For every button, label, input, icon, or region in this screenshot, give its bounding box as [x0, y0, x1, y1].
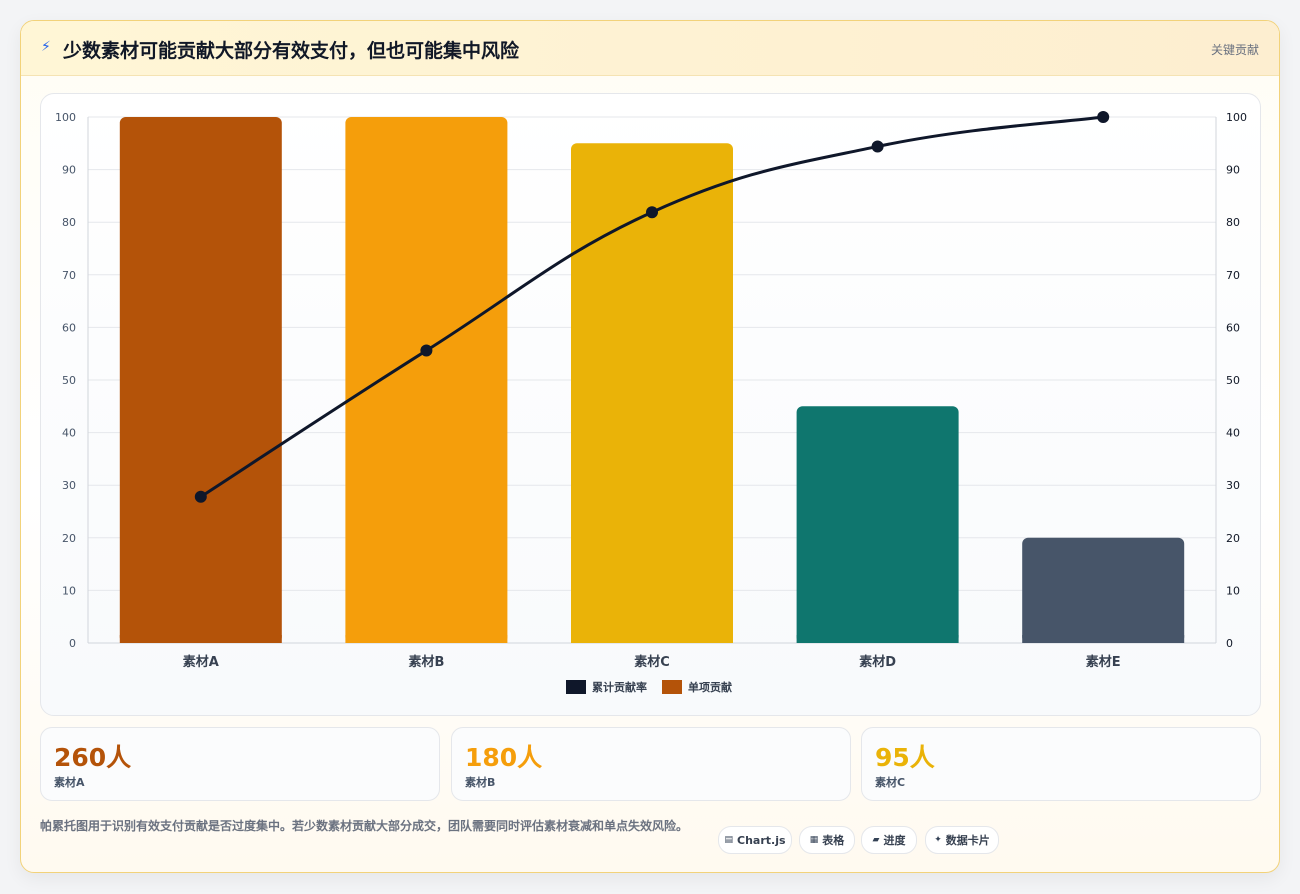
pill-label: 数据卡片	[945, 834, 990, 847]
y-tick-label: 100	[55, 111, 76, 124]
y2-tick-label: 0	[1226, 637, 1233, 650]
y-tick-label: 20	[62, 532, 76, 545]
y2-tick-label: 90	[1226, 164, 1240, 177]
lightning-icon: ⚡	[41, 39, 51, 55]
y-tick-label: 40	[62, 427, 76, 440]
bar	[119, 117, 282, 643]
cumulative-point	[194, 490, 207, 503]
bar-base	[345, 635, 508, 643]
cumulative-point	[1097, 111, 1110, 123]
kpi-value: 260人	[54, 743, 132, 772]
bar	[1022, 537, 1185, 643]
pill-progress[interactable]: ▰ 进度	[861, 826, 917, 854]
y2-tick-label: 60	[1226, 321, 1240, 334]
cumulative-point	[646, 206, 658, 219]
pill-table[interactable]: ▦ 表格	[799, 826, 855, 854]
pill-label: Chart.js	[737, 833, 786, 847]
x-tick-label: 素材B	[408, 654, 444, 670]
card-header: ⚡ 少数素材可能贡献大部分有效支付，但也可能集中风险 关键贡献	[21, 21, 1279, 76]
pill-label: 表格	[822, 834, 845, 847]
y-tick-label: 30	[62, 479, 76, 492]
legend-label: 单项贡献	[688, 680, 732, 694]
bar	[571, 143, 733, 644]
kpi-card-3: 95人 素材C	[861, 727, 1261, 801]
kpi-card-1: 260人 素材A	[40, 727, 440, 801]
y-tick-label: 80	[62, 216, 76, 229]
chart-icon: ▤	[724, 835, 733, 845]
y2-tick-label: 10	[1226, 584, 1240, 597]
y-tick-label: 50	[62, 374, 76, 387]
pareto-chart: 0 0 10 10 20 20 30 30 40 40 50 50 60 60 70 70 80 80 90 90 10…	[55, 111, 1247, 694]
kpi-label: 素材A	[54, 776, 85, 789]
bar-base	[796, 635, 959, 643]
kpi-card-2: 180人 素材B	[451, 727, 851, 801]
cumulative-point	[420, 344, 433, 357]
sparkle-icon: ✦	[934, 835, 942, 845]
x-tick-label: 素材E	[1086, 654, 1121, 670]
x-tick-label: 素材A	[183, 654, 219, 670]
x-tick-label: 素材C	[634, 654, 670, 670]
bar-base	[571, 635, 733, 643]
header-tag: 关键贡献	[1210, 43, 1259, 57]
bar-base	[1022, 635, 1185, 643]
y-tick-label: 10	[62, 584, 76, 597]
y-tick-label: 90	[62, 164, 76, 177]
y-tick-label: 70	[62, 269, 76, 282]
kpi-label: 素材C	[875, 776, 906, 789]
y2-tick-label: 20	[1226, 532, 1240, 545]
pill-chartjs[interactable]: ▤ Chart.js	[718, 826, 792, 854]
card-title: 少数素材可能贡献大部分有效支付，但也可能集中风险	[63, 40, 520, 62]
report-card: ⚡ 少数素材可能贡献大部分有效支付，但也可能集中风险 关键贡献 0 0 10 10 20…	[20, 20, 1280, 873]
legend-label: 累计贡献率	[592, 680, 647, 694]
y2-tick-label: 30	[1226, 479, 1240, 492]
legend-swatch-bar	[662, 680, 682, 694]
footer-note: 帕累托图用于识别有效支付贡献是否过度集中。若少数素材贡献大部分成交，团队需要同时…	[40, 819, 689, 833]
bar-base	[119, 635, 282, 643]
y-tick-label: 60	[62, 321, 76, 334]
pill-datacard[interactable]: ✦ 数据卡片	[925, 826, 999, 854]
pill-label: 进度	[883, 834, 906, 847]
bar	[345, 117, 508, 643]
kpi-value: 180人	[465, 743, 543, 772]
y2-tick-label: 40	[1226, 427, 1240, 440]
y2-tick-label: 100	[1226, 111, 1247, 124]
cumulative-point	[871, 140, 884, 153]
kpi-value: 95人	[875, 743, 935, 772]
pareto-chart-panel: 0 0 10 10 20 20 30 30 40 40 50 50 60 60 70 70 80 80 90 90 10…	[40, 93, 1261, 716]
y2-tick-label: 70	[1226, 269, 1240, 282]
y2-tick-label: 80	[1226, 216, 1240, 229]
y2-tick-label: 50	[1226, 374, 1240, 387]
table-icon: ▦	[809, 835, 819, 845]
progress-icon: ▰	[872, 835, 880, 845]
bar	[796, 406, 959, 643]
kpi-label: 素材B	[465, 776, 496, 789]
y-tick-label: 0	[69, 637, 76, 650]
legend-swatch-line	[566, 680, 586, 694]
x-tick-label: 素材D	[859, 654, 896, 670]
